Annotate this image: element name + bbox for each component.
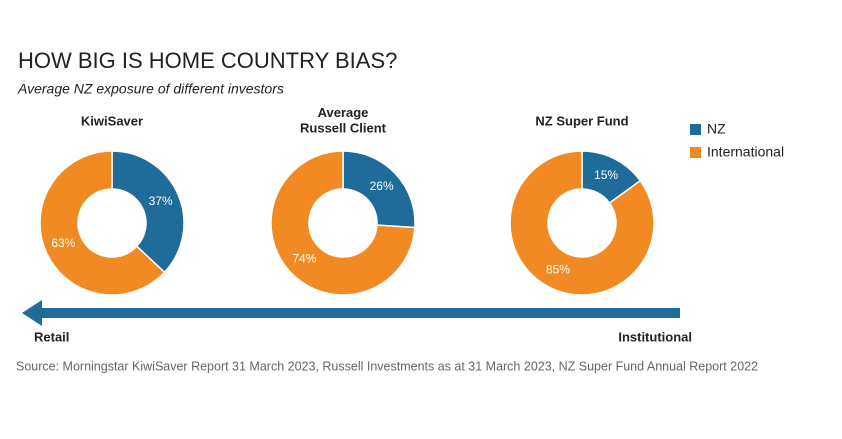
legend-label: NZ [707, 121, 726, 137]
legend-label: International [707, 144, 784, 160]
donut-segment [342, 150, 416, 229]
chart-subtitle: Average NZ exposure of different investo… [17, 81, 284, 97]
legend-swatch [690, 124, 701, 135]
donut-title: Average Russell Client [300, 105, 387, 136]
source-note: Source: Morningstar KiwiSaver Report 31 … [16, 359, 758, 373]
value-label: 63% [51, 236, 75, 250]
legend-swatch [690, 147, 701, 158]
donut-segment [111, 150, 185, 274]
donut-title: KiwiSaver [81, 113, 143, 128]
value-label: 74% [292, 251, 316, 265]
donut-title: NZ Super Fund [535, 113, 628, 128]
arrow-start-label: Institutional [618, 329, 692, 344]
value-label: 85% [546, 262, 570, 276]
donut-segment [39, 150, 166, 296]
value-label: 26% [370, 179, 394, 193]
value-label: 37% [149, 194, 173, 208]
value-label: 15% [594, 168, 618, 182]
arrow-head [22, 300, 42, 326]
donut-segment [509, 150, 655, 296]
chart-title: HOW BIG IS HOME COUNTRY BIAS? [18, 48, 397, 73]
arrow-end-label: Retail [34, 329, 69, 344]
donut-segment [270, 150, 416, 296]
